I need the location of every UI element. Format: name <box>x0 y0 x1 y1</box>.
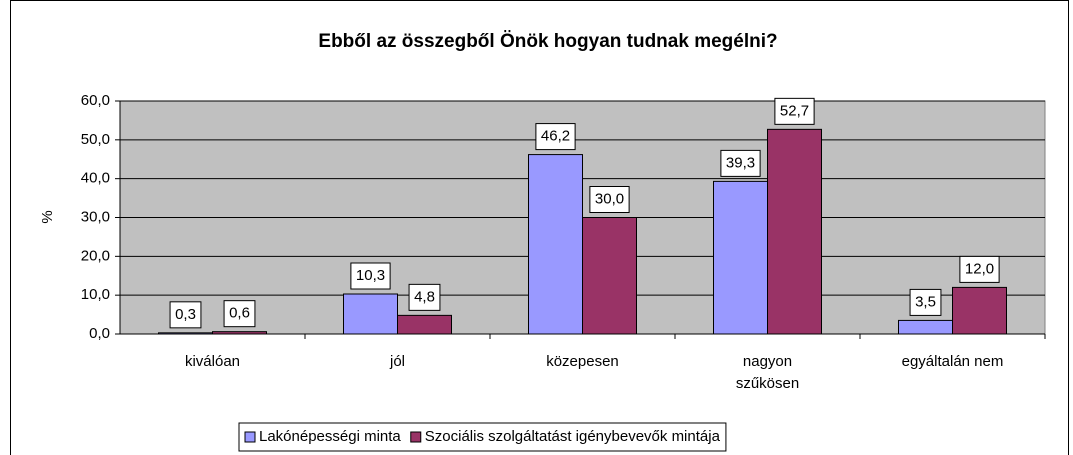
data-label-box <box>774 97 815 125</box>
data-label-box <box>350 262 391 290</box>
y-tick-label: 30,0 <box>81 208 110 225</box>
data-label-box <box>959 255 1000 283</box>
bar <box>582 217 637 335</box>
bar <box>343 293 398 335</box>
data-label-box <box>169 301 202 329</box>
data-label: 52,7 <box>780 102 809 119</box>
data-label-box <box>589 186 630 213</box>
data-label: 10,3 <box>356 267 385 284</box>
x-tick-label: nagyon szűkösen <box>736 353 799 392</box>
bar <box>898 319 953 335</box>
bar <box>713 180 768 335</box>
data-label-box <box>909 288 942 316</box>
data-label-box <box>223 300 256 328</box>
data-label: 3,5 <box>915 293 936 310</box>
data-label-box <box>720 149 761 177</box>
legend-box <box>238 422 727 452</box>
bar <box>528 154 583 335</box>
bar <box>952 286 1007 335</box>
y-tick-label: 0,0 <box>89 325 110 342</box>
data-label: 4,8 <box>414 288 435 305</box>
data-label-box <box>408 283 441 311</box>
y-tick-label: 60,0 <box>81 92 110 109</box>
y-tick-label: 50,0 <box>81 131 110 148</box>
data-label: 46,2 <box>541 128 570 145</box>
y-tick-label: 20,0 <box>81 247 110 264</box>
x-tick-label: kiválóan <box>185 353 240 370</box>
data-label: 12,0 <box>965 260 994 277</box>
x-tick-label: közepesen <box>546 353 619 370</box>
x-tick-label: jól <box>389 353 405 370</box>
y-axis-label: % <box>39 210 56 223</box>
y-tick-label: 10,0 <box>81 286 110 303</box>
legend-swatch <box>410 431 422 443</box>
data-label-box <box>535 123 576 151</box>
y-tick-label: 40,0 <box>81 170 110 187</box>
data-label: 39,3 <box>726 154 755 171</box>
legend-swatch <box>244 431 256 443</box>
bar <box>767 128 822 335</box>
data-label: 30,0 <box>595 190 624 207</box>
chart-title: Ebből az összegből Önök hogyan tudnak me… <box>318 31 777 52</box>
data-label: 0,6 <box>229 305 250 322</box>
legend-label: Lakónépességi minta <box>259 428 401 445</box>
bar <box>397 314 452 335</box>
legend-label: Szociális szolgáltatást igénybevevők min… <box>425 428 721 445</box>
x-tick-label: egyáltalán nem <box>902 353 1004 370</box>
data-label: 0,3 <box>175 306 196 323</box>
